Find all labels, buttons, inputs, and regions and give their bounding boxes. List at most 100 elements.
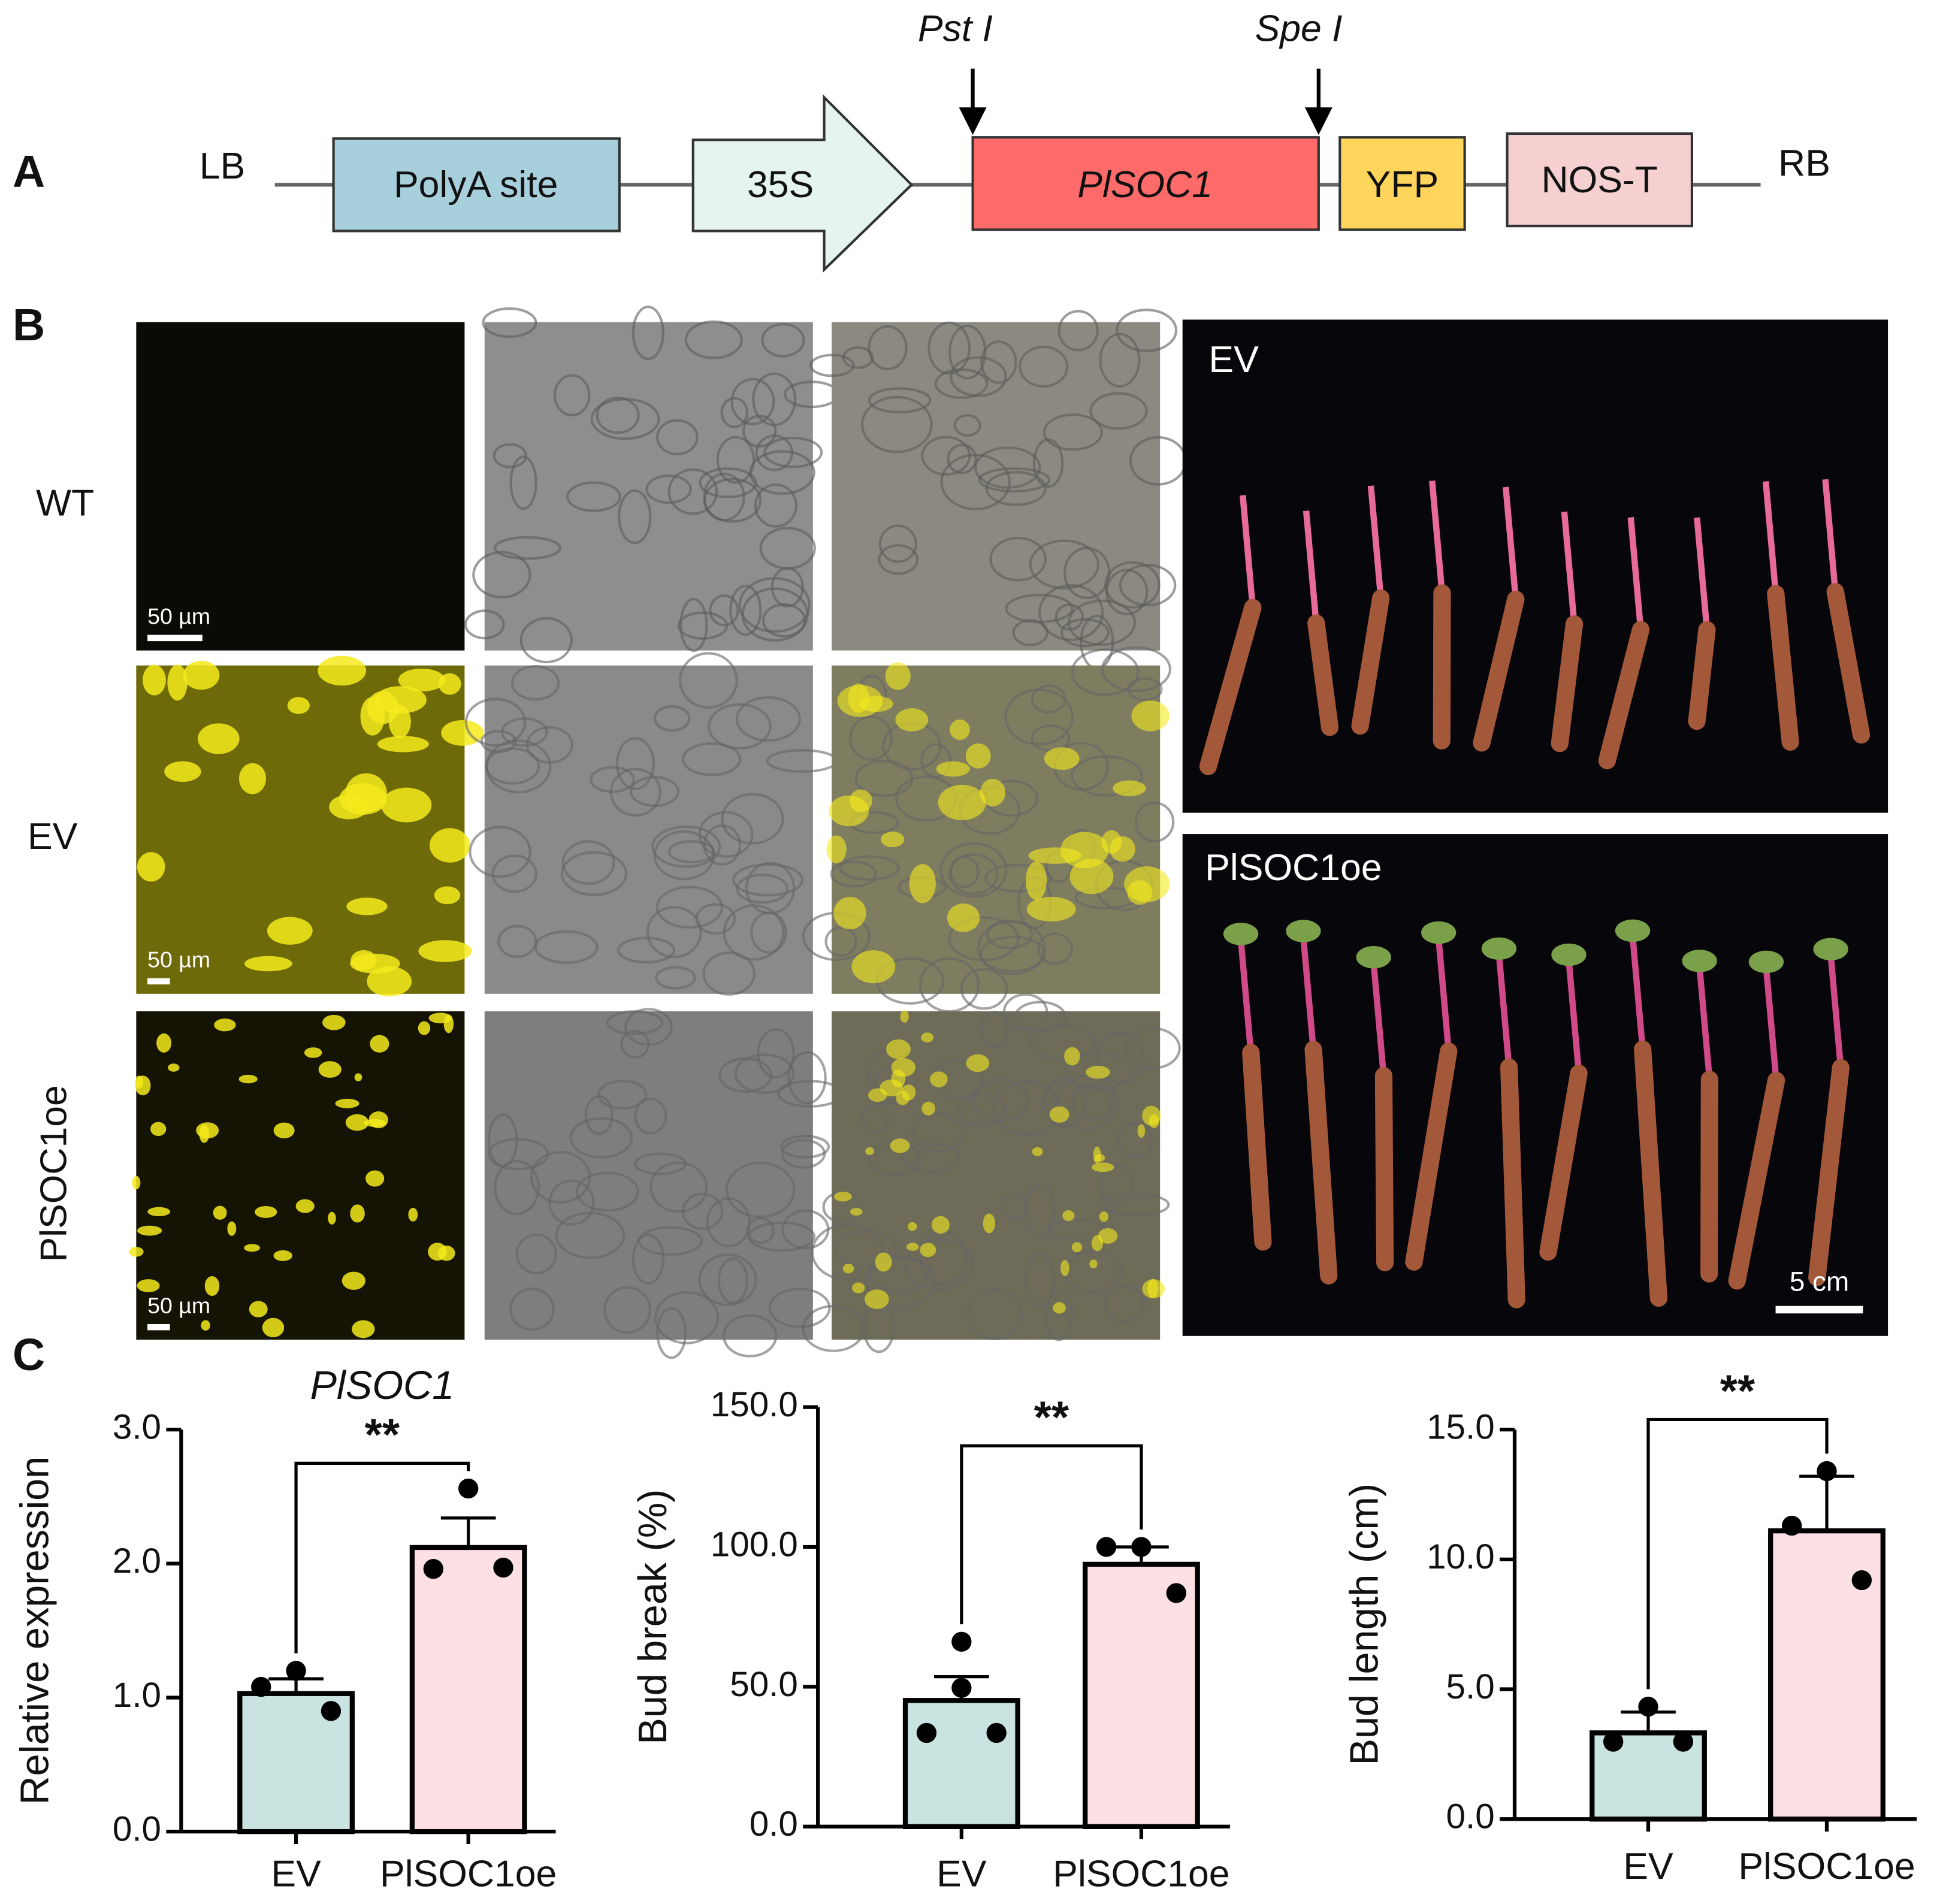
shoot — [1561, 511, 1578, 625]
yfp-signal — [143, 664, 166, 696]
yfp-signal — [418, 1021, 431, 1035]
y-tick-label: 10.0 — [1427, 1537, 1495, 1576]
cell-texture — [854, 760, 914, 797]
yfp-signal — [129, 1247, 144, 1257]
cell-texture — [904, 1238, 974, 1291]
cell-texture — [548, 1179, 595, 1226]
yfp-signal — [921, 1101, 935, 1116]
yfp-signal — [287, 697, 310, 714]
cell-texture — [709, 594, 739, 627]
micrograph — [484, 1011, 813, 1340]
yfp-signal — [907, 1243, 919, 1251]
yfp-signal — [921, 1032, 934, 1042]
significance-label: ** — [365, 1410, 400, 1460]
shoot — [1694, 517, 1711, 630]
cell-texture — [746, 1217, 775, 1244]
yfp-signal — [150, 1122, 167, 1137]
yfp-signal — [868, 1088, 887, 1102]
yfp-signal — [434, 886, 461, 905]
chart-title: PlSOC1 — [310, 1364, 454, 1408]
cell-texture — [1054, 603, 1084, 631]
yfp-signal — [137, 1225, 162, 1236]
cell-texture — [515, 1233, 558, 1275]
shoot — [1629, 936, 1646, 1050]
cell-texture — [824, 926, 857, 957]
shoot — [1370, 963, 1387, 1077]
cell-texture — [651, 825, 721, 868]
shoot — [1435, 938, 1452, 1052]
yfp-signal — [135, 1075, 151, 1096]
cell-texture — [569, 1117, 633, 1159]
yfp-signal — [304, 1047, 322, 1058]
cell-texture — [1012, 619, 1049, 646]
cell-texture — [596, 396, 640, 434]
cell-texture — [838, 855, 900, 881]
leaf — [1356, 945, 1391, 969]
gene-box — [971, 136, 1320, 231]
cell-texture — [1125, 1027, 1181, 1069]
scale-label: 5 cm — [1790, 1266, 1849, 1296]
data-point — [986, 1722, 1007, 1743]
y-tick-label: 150.0 — [711, 1385, 798, 1424]
data-point — [1781, 1515, 1802, 1536]
yfp-signal — [273, 1250, 292, 1261]
y-tick-label: 15.0 — [1427, 1408, 1495, 1447]
cell-texture — [736, 874, 789, 904]
yfp-signal — [865, 1147, 874, 1155]
yfp-signal — [204, 1276, 220, 1296]
cell-texture — [509, 455, 537, 510]
yfp-signal — [1032, 1147, 1043, 1156]
yfp-signal — [891, 1058, 915, 1077]
shoot — [1502, 486, 1519, 600]
yfp-signal — [368, 1111, 388, 1129]
yfp-signal — [213, 1205, 227, 1220]
root — [1767, 585, 1799, 751]
cell-texture — [1071, 755, 1143, 797]
site-label: Pst I — [918, 8, 993, 50]
cell-texture — [492, 443, 528, 469]
data-point — [916, 1722, 937, 1743]
cell-texture — [957, 1093, 1007, 1127]
micrograph — [136, 1011, 465, 1340]
shoot — [1566, 960, 1582, 1074]
cell-texture — [656, 1307, 687, 1359]
cell-texture — [501, 717, 548, 747]
cell-texture — [734, 1053, 795, 1094]
yfp-signal — [875, 1252, 892, 1272]
cell-texture — [482, 307, 537, 339]
root — [1808, 1059, 1850, 1286]
cell-texture — [953, 414, 981, 437]
shoot — [1300, 936, 1317, 1050]
cell-texture — [755, 434, 794, 472]
yfp-signal — [214, 1019, 236, 1032]
shoot — [1627, 517, 1644, 630]
cell-texture — [940, 454, 1011, 510]
significance-label: ** — [1720, 1366, 1755, 1416]
data-point — [1673, 1731, 1694, 1752]
cell-texture — [682, 742, 742, 776]
cell-texture — [911, 1112, 965, 1153]
yfp-signal — [443, 1014, 454, 1033]
data-point — [1096, 1537, 1117, 1557]
cell-texture — [494, 536, 561, 560]
bar — [409, 1545, 527, 1835]
yfp-signal — [1044, 747, 1080, 770]
cell-texture — [597, 1080, 648, 1110]
border-label: RB — [1778, 143, 1830, 185]
cell-texture — [720, 397, 749, 428]
photo-panels: EV PlSOC1oe 5 cm — [1182, 319, 1888, 1336]
yfp-signal — [1093, 1146, 1101, 1164]
cell-texture — [631, 1233, 664, 1285]
bar — [1082, 1561, 1200, 1829]
yfp-signal — [938, 784, 986, 821]
data-point — [1603, 1731, 1624, 1752]
yfp-signal — [408, 1207, 418, 1222]
cell-texture — [1089, 392, 1148, 430]
site-arrowhead — [959, 107, 987, 135]
terminator-box — [1506, 132, 1694, 228]
yfp-signal — [201, 1320, 210, 1331]
yfp-signal — [164, 761, 201, 782]
cell-texture — [717, 1257, 748, 1305]
yfp-signal — [1025, 861, 1047, 900]
site-label: Spe I — [1255, 8, 1343, 50]
